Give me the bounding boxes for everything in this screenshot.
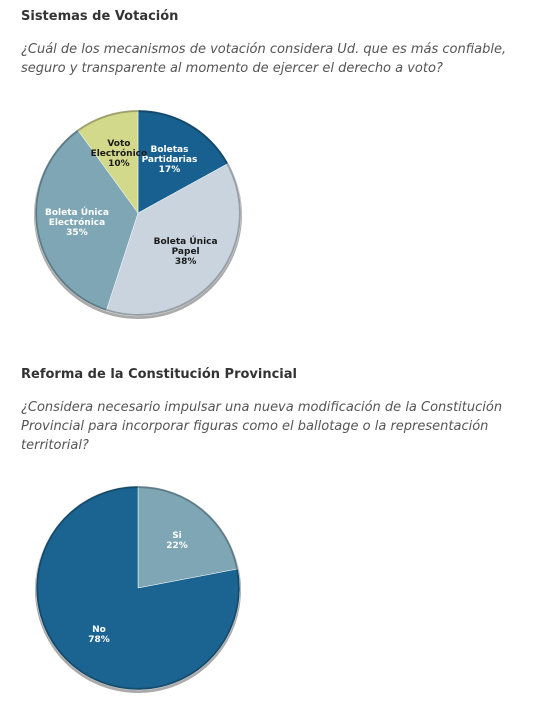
slice-label: No 78% <box>61 625 137 645</box>
pie-rim <box>35 110 241 316</box>
pie-slice <box>34 129 139 312</box>
slice-name: Boleta Única Electrónica <box>44 207 109 228</box>
slice-value: 35% <box>66 227 88 238</box>
section-title: Reforma de la Constitución Provincial <box>21 367 297 382</box>
slice-label: Boleta Única Papel 38% <box>148 237 224 267</box>
slice-name: No <box>92 625 106 636</box>
section-title: Sistemas de Votación <box>21 9 179 24</box>
pie-slice <box>77 109 139 214</box>
pie-slice <box>105 163 242 317</box>
question: ¿Considera necesario impulsar una nueva … <box>21 400 503 453</box>
slice-name: Boleta Única Papel <box>153 237 218 258</box>
pie-slice <box>137 109 229 214</box>
pie-slice <box>137 485 239 589</box>
question: ¿Cuál de los mecanismos de votación cons… <box>21 42 507 76</box>
slice-name: Voto Electrónico <box>90 139 148 160</box>
slice-value: 78% <box>88 635 110 646</box>
slice-value: 17% <box>158 164 181 175</box>
pie-slice <box>35 485 241 691</box>
slice-value: 10% <box>108 159 130 170</box>
slice-label: Voto Electrónico 10% <box>81 139 157 169</box>
slice-value: 22% <box>166 540 188 551</box>
slice-label: Si 22% <box>139 531 215 551</box>
slice-label: Boleta Única Electrónica 35% <box>39 208 115 238</box>
slice-label: Boletas Partidarias 17% <box>131 145 207 175</box>
slice-value: 38% <box>174 257 197 268</box>
slice-name: Boletas Partidarias <box>141 144 198 165</box>
pie-rim <box>36 486 240 690</box>
slice-name: Si <box>172 530 182 541</box>
